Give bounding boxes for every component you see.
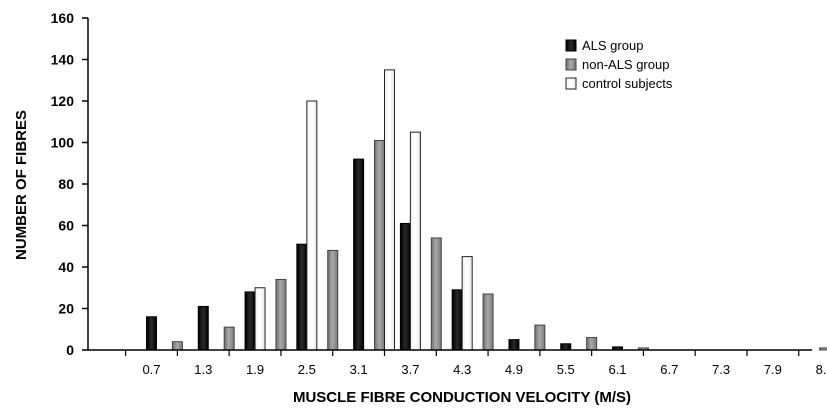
y-tick-label-60: 60 [58,218,74,234]
y-tick-label-120: 120 [51,93,75,109]
bar-non-als-group-5-2 [534,324,546,351]
x-tick-label-6-7: 6.7 [660,362,678,377]
x-tick-label-4-3: 4.3 [453,362,471,377]
legend-label-als-group: ALS group [582,38,643,53]
x-tick-label-7-3: 7.3 [712,362,730,377]
bar-control-subjects-3-4 [384,69,396,351]
bar-control-subjects-3-7 [409,131,421,351]
bar-control-subjects-4-3 [461,256,473,351]
bar-als-group-4-9 [508,339,520,351]
x-tick-label-5-5: 5.5 [557,362,575,377]
x-tick-label-2-5: 2.5 [298,362,316,377]
x-tick-label-4-9: 4.9 [505,362,523,377]
bar-non-als-group-4-0 [430,237,442,351]
bar-als-group-4-3 [451,289,463,351]
bar-als-group-0-7 [146,316,157,351]
y-tick-label-80: 80 [58,176,74,192]
legend-swatch-non-als-group [565,58,577,71]
bar-non-als-group-3-4 [374,139,386,351]
bar-als-group-3-1 [353,158,365,351]
bar-non-als-group-4-6 [482,293,494,351]
y-tick-label-160: 160 [51,10,75,26]
bar-control-subjects-2-5 [306,100,318,351]
y-tick-label-0: 0 [66,342,74,358]
bar-non-als-group-2-2 [275,278,287,351]
x-tick-label-7-9: 7.9 [764,362,782,377]
bar-non-als-group-5-8 [586,337,598,351]
bar-non-als-group-8-5 [819,347,827,351]
x-tick-label-6-1: 6.1 [608,362,626,377]
legend-label-control-subjects: control subjects [582,76,673,91]
x-tick-label-3-1: 3.1 [350,362,368,377]
x-tick-label-1-9: 1.9 [246,362,264,377]
x-tick-label-3-7: 3.7 [401,362,419,377]
legend-label-non-als-group: non-ALS group [582,57,669,72]
bar-als-group-3-7 [399,222,411,351]
y-axis-title: NUMBER OF FIBRES [13,110,30,260]
x-tick-label-8-5: 8.5 [816,362,827,377]
legend-swatch-control-subjects [565,77,577,90]
bar-als-group-1-9 [244,291,256,351]
x-tick-label-0-7: 0.7 [142,362,160,377]
legend-swatch-als-group [565,39,577,52]
bar-als-group-1-3 [197,305,209,351]
bar-control-subjects-1-9 [254,287,266,351]
y-tick-label-40: 40 [58,259,74,275]
x-axis-title: MUSCLE FIBRE CONDUCTION VELOCITY (M/S) [293,389,631,406]
bar-non-als-group-2-8 [327,249,339,351]
y-tick-label-140: 140 [51,52,75,68]
bar-als-group-2-5 [296,243,308,351]
bar-non-als-group-1-0 [171,341,183,351]
y-tick-label-100: 100 [51,135,75,151]
bar-als-group-5-5 [560,343,572,351]
bar-non-als-group-1-6 [223,326,235,351]
x-tick-label-1-3: 1.3 [194,362,212,377]
y-tick-label-20: 20 [58,301,74,317]
